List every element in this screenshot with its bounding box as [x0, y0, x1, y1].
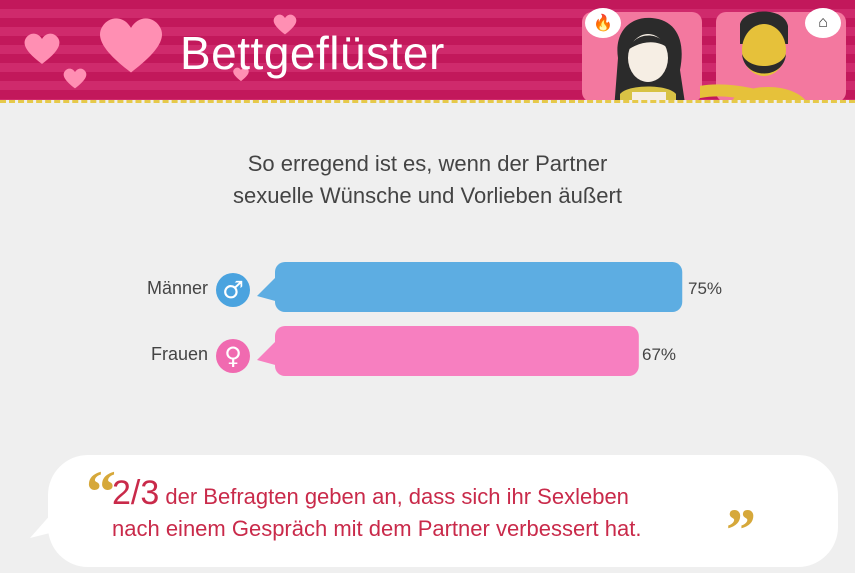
page-title: Bettgeflüster	[180, 27, 445, 79]
bar-frauen	[257, 326, 639, 376]
header-divider	[0, 100, 855, 115]
bar-rect	[275, 262, 683, 312]
quote-text: 2/3 der Befragten geben an, dass sich ih…	[112, 474, 752, 545]
quote-line-2: nach einem Gespräch mit dem Partner verb…	[112, 516, 642, 541]
flame-icon: 🔥	[593, 15, 613, 32]
value-label-maenner: 75%	[688, 279, 723, 298]
category-label-frauen: Frauen	[150, 344, 208, 364]
flame-bubble: 🔥	[585, 8, 621, 38]
quote-bubble	[48, 455, 838, 567]
heart-icon	[63, 68, 87, 89]
heart-icon	[24, 33, 60, 64]
close-quote-mark: ”	[726, 497, 756, 563]
value-label-frauen: 67%	[642, 345, 677, 364]
bar-rect	[275, 326, 639, 376]
bar-mnner	[257, 262, 683, 312]
quote-highlight: 2/3	[112, 474, 160, 512]
chart-title-line-2: sexuelle Wünsche und Vorlieben äußert	[233, 183, 622, 208]
female-symbol-icon: ♀	[216, 339, 250, 373]
lingerie-icon: ⌂	[818, 14, 828, 31]
header-banner: Bettgeflüster 🔥 ⌂	[0, 0, 855, 108]
open-quote-mark: “	[86, 459, 116, 525]
bar-pointer	[257, 338, 279, 366]
bar-pointer	[257, 274, 279, 302]
chart-title-line-1: So erregend ist es, wenn der Partner	[247, 151, 608, 176]
male-symbol-icon: ♂	[216, 273, 250, 307]
heart-icon	[233, 67, 249, 82]
quote-line-1: der Befragten geben an, dass sich ihr Se…	[165, 484, 629, 509]
category-label-maenner: Männer	[146, 278, 208, 298]
chart-title: So erregend ist es, wenn der Partner sex…	[0, 148, 855, 212]
heart-icon	[273, 14, 297, 35]
lingerie-bubble: ⌂	[805, 8, 841, 38]
heart-icon	[99, 18, 163, 73]
